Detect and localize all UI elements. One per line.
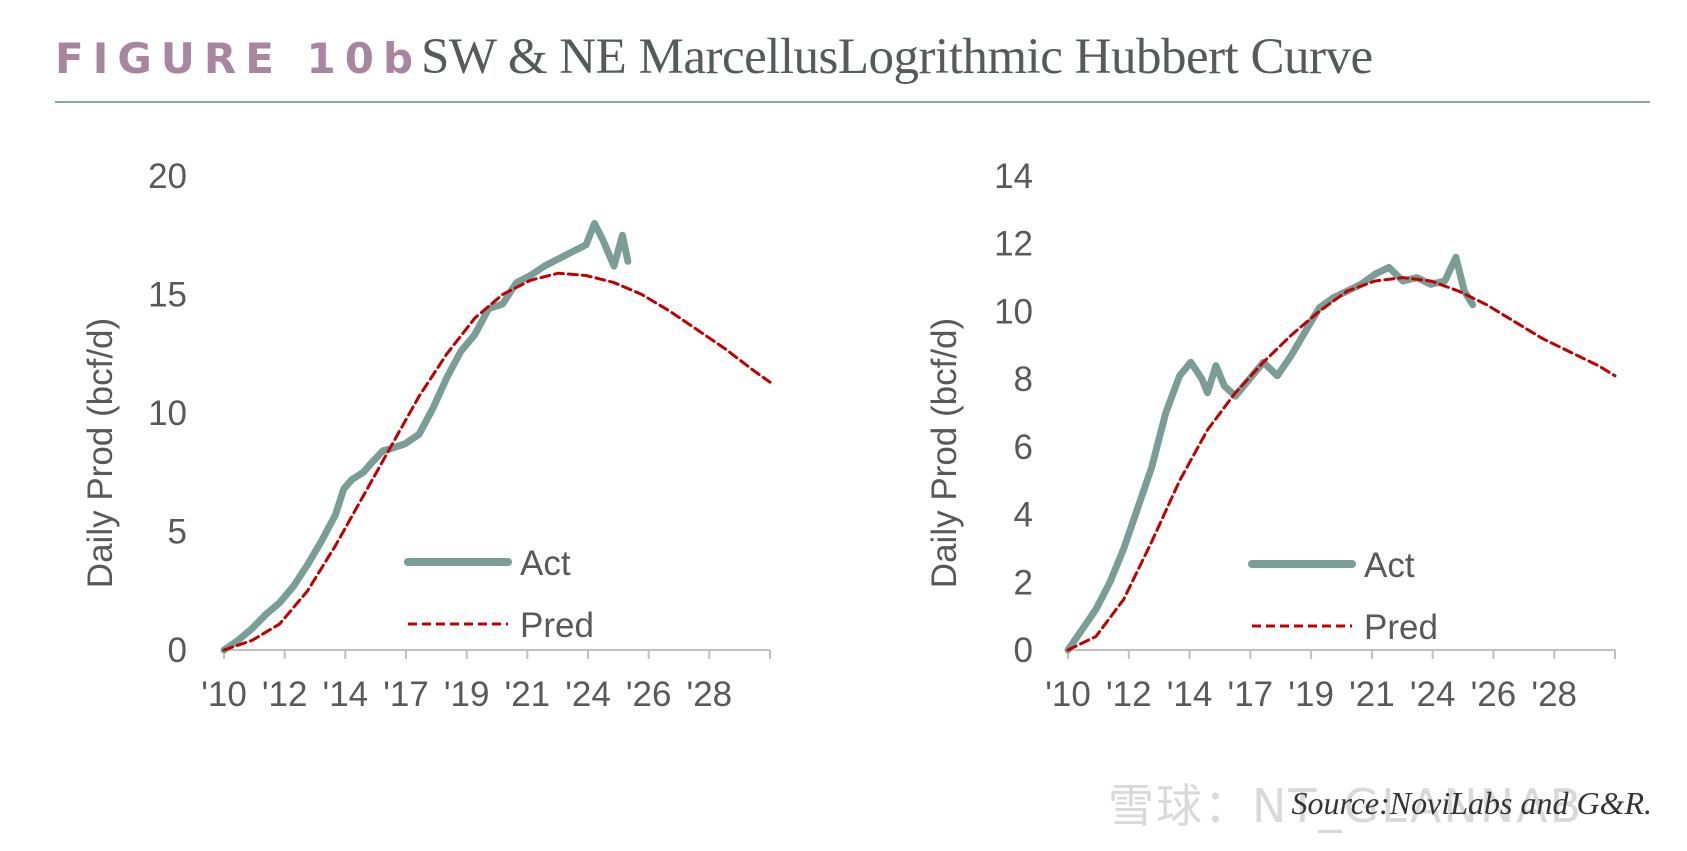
y-axis-label: Daily Prod (bcf/d) bbox=[925, 318, 964, 588]
figure-header: FIGURE 10b SW & NE MarcellusLogrithmic H… bbox=[55, 22, 1650, 102]
figure-label: FIGURE 10b bbox=[55, 34, 423, 83]
x-tick-label: '17 bbox=[1228, 675, 1274, 714]
figure-title: SW & NE MarcellusLogrithmic Hubbert Curv… bbox=[421, 29, 1373, 85]
x-tick-label: '26 bbox=[1471, 675, 1517, 714]
legend-label-pred: Pred bbox=[520, 606, 594, 645]
x-tick-label: '10 bbox=[201, 675, 247, 714]
y-axis-label: Daily Prod (bcf/d) bbox=[81, 318, 120, 588]
y-tick-label: 20 bbox=[148, 157, 187, 196]
y-tick-label: 12 bbox=[994, 225, 1033, 264]
source-note: Source:NoviLabs and G&R. bbox=[1291, 785, 1652, 821]
watermark: 雪球：NT_GLANNAB bbox=[1108, 779, 1584, 833]
header-divider bbox=[55, 101, 1650, 103]
x-tick-label: '24 bbox=[1410, 675, 1456, 714]
y-tick-label: 0 bbox=[168, 631, 187, 670]
y-tick-label: 8 bbox=[1014, 360, 1033, 399]
y-tick-label: 4 bbox=[1014, 496, 1033, 535]
y-tick-label: 10 bbox=[148, 394, 187, 433]
y-tick-label: 14 bbox=[994, 157, 1033, 196]
x-tick-label: '28 bbox=[1531, 675, 1577, 714]
x-tick-label: '10 bbox=[1045, 675, 1091, 714]
x-tick-label: '21 bbox=[1349, 675, 1395, 714]
series-line-pred bbox=[222, 271, 772, 652]
y-tick-label: 5 bbox=[168, 513, 187, 552]
x-tick-label: '17 bbox=[383, 675, 429, 714]
chart-left: '10 '12 '14 '17 '19 '21 '24 '26 '28 0 5 10 15 20 Daily… bbox=[81, 157, 772, 714]
y-tick-label: 2 bbox=[1014, 563, 1033, 602]
x-tick-label: '12 bbox=[1106, 675, 1152, 714]
x-tick-label: '24 bbox=[565, 675, 611, 714]
x-tick-label: '14 bbox=[1167, 675, 1213, 714]
x-tick-label: '28 bbox=[687, 675, 733, 714]
y-tick-label: 0 bbox=[1014, 631, 1033, 670]
legend-label-act: Act bbox=[520, 544, 571, 583]
x-tick-label: '19 bbox=[1288, 675, 1334, 714]
x-tick-label: '19 bbox=[444, 675, 490, 714]
legend-label-pred: Pred bbox=[1364, 608, 1438, 647]
legend-label-act: Act bbox=[1364, 546, 1415, 585]
chart-right: '10 '12 '14 '17 '19 '21 '24 '26 '28 0 2 4 6 8 10 12 14 Da… bbox=[925, 157, 1617, 714]
x-tick-label: '21 bbox=[505, 675, 551, 714]
series-line-act bbox=[220, 219, 632, 654]
series-line-pred bbox=[1066, 276, 1617, 652]
y-tick-label: 10 bbox=[994, 292, 1033, 331]
x-tick-label: '12 bbox=[262, 675, 308, 714]
x-tick-label: '26 bbox=[626, 675, 672, 714]
x-tick-label: '14 bbox=[323, 675, 369, 714]
y-tick-label: 6 bbox=[1014, 428, 1033, 467]
y-tick-label: 15 bbox=[148, 276, 187, 315]
